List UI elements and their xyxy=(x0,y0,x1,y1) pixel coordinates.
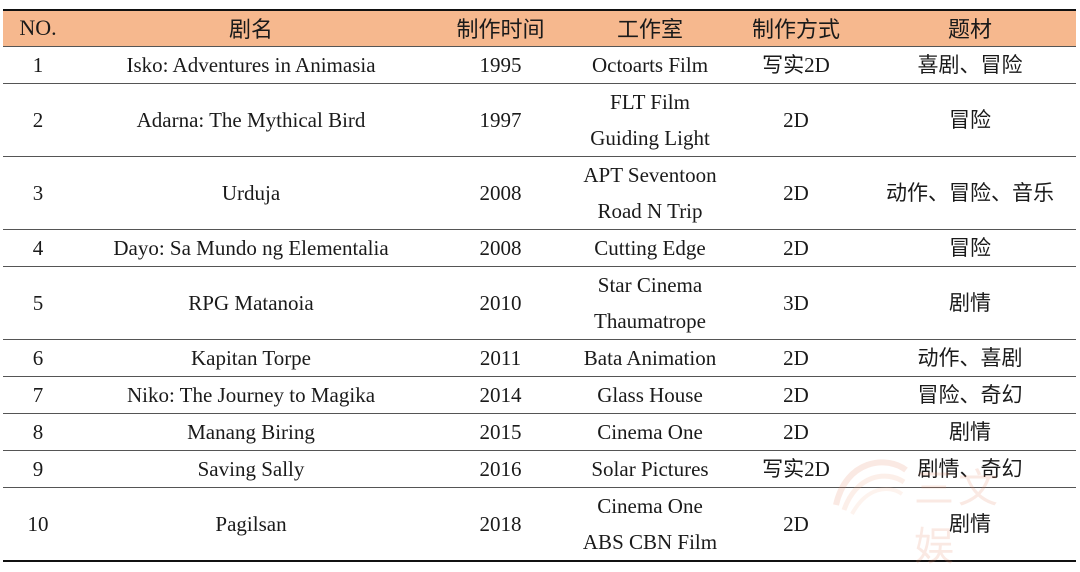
cell-method: 2D xyxy=(728,339,864,377)
studio-line: Star Cinema xyxy=(597,272,703,297)
table-header-row: NO. 剧名 制作时间 工作室 制作方式 题材 xyxy=(3,10,1076,47)
cell-year: 2014 xyxy=(429,376,572,414)
cell-genre: 冒险、奇幻 xyxy=(864,376,1076,414)
cell-year: 2008 xyxy=(429,229,572,267)
cell-title: Pagilsan xyxy=(215,511,287,536)
studio-line: Cinema One xyxy=(597,419,703,444)
cell-no: 6 xyxy=(3,339,73,377)
studio-line: Cutting Edge xyxy=(594,235,706,260)
cell-genre: 剧情 xyxy=(864,413,1076,451)
studio-line: Cinema One xyxy=(597,493,703,518)
cell-studio: Cutting Edge xyxy=(572,229,728,267)
cell-method: 写实2D xyxy=(728,450,864,488)
cell-year: 2015 xyxy=(429,413,572,451)
animated-films-table-container: NO. 剧名 制作时间 工作室 制作方式 题材 1 Isko: Adventur… xyxy=(3,9,1076,562)
studio-line: Thaumatrope xyxy=(594,308,706,333)
table-row: 8 Manang Biring 2015 Cinema One 2D 剧情 xyxy=(3,413,1076,451)
studio-line: APT Seventoon xyxy=(583,162,717,187)
cell-genre: 动作、冒险、音乐 xyxy=(864,156,1076,230)
cell-genre: 冒险 xyxy=(864,229,1076,267)
header-no: NO. xyxy=(3,10,73,47)
table-row: 7 Niko: The Journey to Magika 2014 Glass… xyxy=(3,376,1076,414)
studio-line: Guiding Light xyxy=(590,125,710,150)
table-row: 5 RPG Matanoia 2010 Star Cinema Thaumatr… xyxy=(3,266,1076,340)
cell-method: 2D xyxy=(728,156,864,230)
cell-studio: Octoarts Film xyxy=(572,46,728,84)
cell-method: 2D xyxy=(783,511,809,536)
header-genre: 题材 xyxy=(864,10,1076,47)
studio-line: FLT Film xyxy=(610,89,690,114)
cell-method: 3D xyxy=(728,266,864,340)
header-method: 制作方式 xyxy=(728,10,864,47)
header-title: 剧名 xyxy=(73,10,429,47)
cell-title: Adarna: The Mythical Bird xyxy=(73,83,429,157)
cell-method: 2D xyxy=(728,413,864,451)
cell-genre: 动作、喜剧 xyxy=(864,339,1076,377)
cell-year: 2008 xyxy=(429,156,572,230)
table-row: 9 Saving Sally 2016 Solar Pictures 写实2D … xyxy=(3,450,1076,488)
cell-method: 2D xyxy=(728,376,864,414)
cell-no: 3 xyxy=(3,156,73,230)
table-row: 3 Urduja 2008 APT Seventoon Road N Trip … xyxy=(3,156,1076,230)
cell-genre: 剧情 xyxy=(949,511,991,536)
studio-line: Bata Animation xyxy=(583,345,717,370)
header-studio: 工作室 xyxy=(572,10,728,47)
cell-genre: 冒险 xyxy=(864,83,1076,157)
cell-studio: Cinema One xyxy=(572,413,728,451)
studio-line: Solar Pictures xyxy=(591,456,709,481)
cell-title: Niko: The Journey to Magika xyxy=(73,376,429,414)
cell-method: 2D xyxy=(728,229,864,267)
table-row: 2 Adarna: The Mythical Bird 1997 FLT Fil… xyxy=(3,83,1076,157)
cell-no: 5 xyxy=(3,266,73,340)
table-row: 6 Kapitan Torpe 2011 Bata Animation 2D 动… xyxy=(3,339,1076,377)
studio-line: Road N Trip xyxy=(597,198,703,223)
header-year: 制作时间 xyxy=(429,10,572,47)
cell-year: 1997 xyxy=(429,83,572,157)
animated-films-table: NO. 剧名 制作时间 工作室 制作方式 题材 1 Isko: Adventur… xyxy=(3,9,1076,562)
cell-year: 2018 xyxy=(479,511,522,536)
cell-no: 4 xyxy=(3,229,73,267)
cell-title: Kapitan Torpe xyxy=(73,339,429,377)
cell-year: 2011 xyxy=(429,339,572,377)
cell-genre: 剧情、奇幻 xyxy=(864,450,1076,488)
cell-title: Urduja xyxy=(73,156,429,230)
cell-genre: 喜剧、冒险 xyxy=(864,46,1076,84)
cell-year: 1995 xyxy=(429,46,572,84)
cell-studio: Solar Pictures xyxy=(572,450,728,488)
cell-no: 9 xyxy=(3,450,73,488)
studio-line: Octoarts Film xyxy=(591,52,709,77)
cell-studio: Star Cinema Thaumatrope xyxy=(572,266,728,340)
cell-year: 2016 xyxy=(429,450,572,488)
cell-title: RPG Matanoia xyxy=(73,266,429,340)
cell-no: 2 xyxy=(3,83,73,157)
cell-title: Saving Sally xyxy=(73,450,429,488)
table-row: 10 Pagilsan 2018 Cinema One ABS CBN Film… xyxy=(3,487,1076,561)
cell-studio: APT Seventoon Road N Trip xyxy=(572,156,728,230)
cell-studio: FLT Film Guiding Light xyxy=(572,83,728,157)
cell-studio: Cinema One ABS CBN Film xyxy=(572,487,728,561)
cell-no: 1 xyxy=(3,46,73,84)
cell-no: 10 xyxy=(27,511,49,536)
cell-method: 2D xyxy=(728,83,864,157)
studio-line: Glass House xyxy=(597,382,703,407)
cell-title: Dayo: Sa Mundo ng Elementalia xyxy=(73,229,429,267)
cell-studio: Glass House xyxy=(572,376,728,414)
cell-method: 写实2D xyxy=(728,46,864,84)
cell-no: 7 xyxy=(3,376,73,414)
table-row: 4 Dayo: Sa Mundo ng Elementalia 2008 Cut… xyxy=(3,229,1076,267)
table-row: 1 Isko: Adventures in Animasia 1995 Octo… xyxy=(3,46,1076,84)
cell-year: 2010 xyxy=(429,266,572,340)
cell-genre: 剧情 xyxy=(864,266,1076,340)
cell-studio: Bata Animation xyxy=(572,339,728,377)
cell-title: Manang Biring xyxy=(73,413,429,451)
cell-no: 8 xyxy=(3,413,73,451)
studio-line: ABS CBN Film xyxy=(582,529,718,554)
cell-title: Isko: Adventures in Animasia xyxy=(73,46,429,84)
